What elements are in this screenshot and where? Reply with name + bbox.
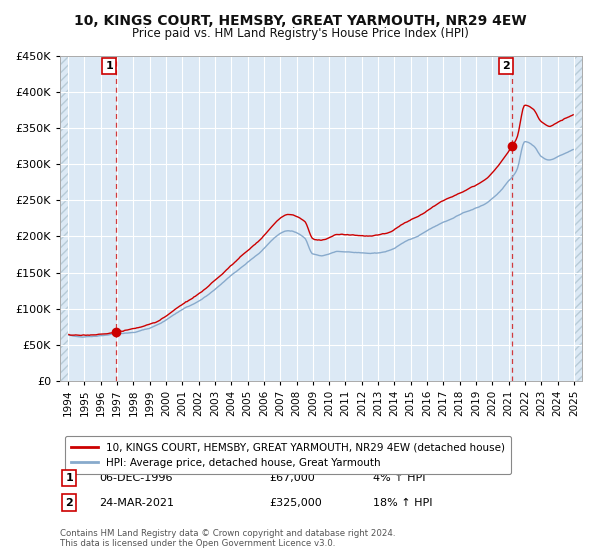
Legend: 10, KINGS COURT, HEMSBY, GREAT YARMOUTH, NR29 4EW (detached house), HPI: Average: 10, KINGS COURT, HEMSBY, GREAT YARMOUTH,… <box>65 436 511 474</box>
Text: 06-DEC-1996: 06-DEC-1996 <box>99 473 173 483</box>
Text: Contains HM Land Registry data © Crown copyright and database right 2024.
This d: Contains HM Land Registry data © Crown c… <box>60 529 395 548</box>
Text: 24-MAR-2021: 24-MAR-2021 <box>99 498 174 507</box>
Text: 1: 1 <box>65 473 73 483</box>
Text: £325,000: £325,000 <box>269 498 322 507</box>
Text: 18% ↑ HPI: 18% ↑ HPI <box>373 498 433 507</box>
Text: 10, KINGS COURT, HEMSBY, GREAT YARMOUTH, NR29 4EW: 10, KINGS COURT, HEMSBY, GREAT YARMOUTH,… <box>74 14 526 28</box>
Text: 1: 1 <box>106 61 113 71</box>
Text: 2: 2 <box>65 498 73 507</box>
Text: 4% ↑ HPI: 4% ↑ HPI <box>373 473 426 483</box>
Text: Price paid vs. HM Land Registry's House Price Index (HPI): Price paid vs. HM Land Registry's House … <box>131 27 469 40</box>
Text: £67,000: £67,000 <box>269 473 314 483</box>
Text: 2: 2 <box>502 61 509 71</box>
